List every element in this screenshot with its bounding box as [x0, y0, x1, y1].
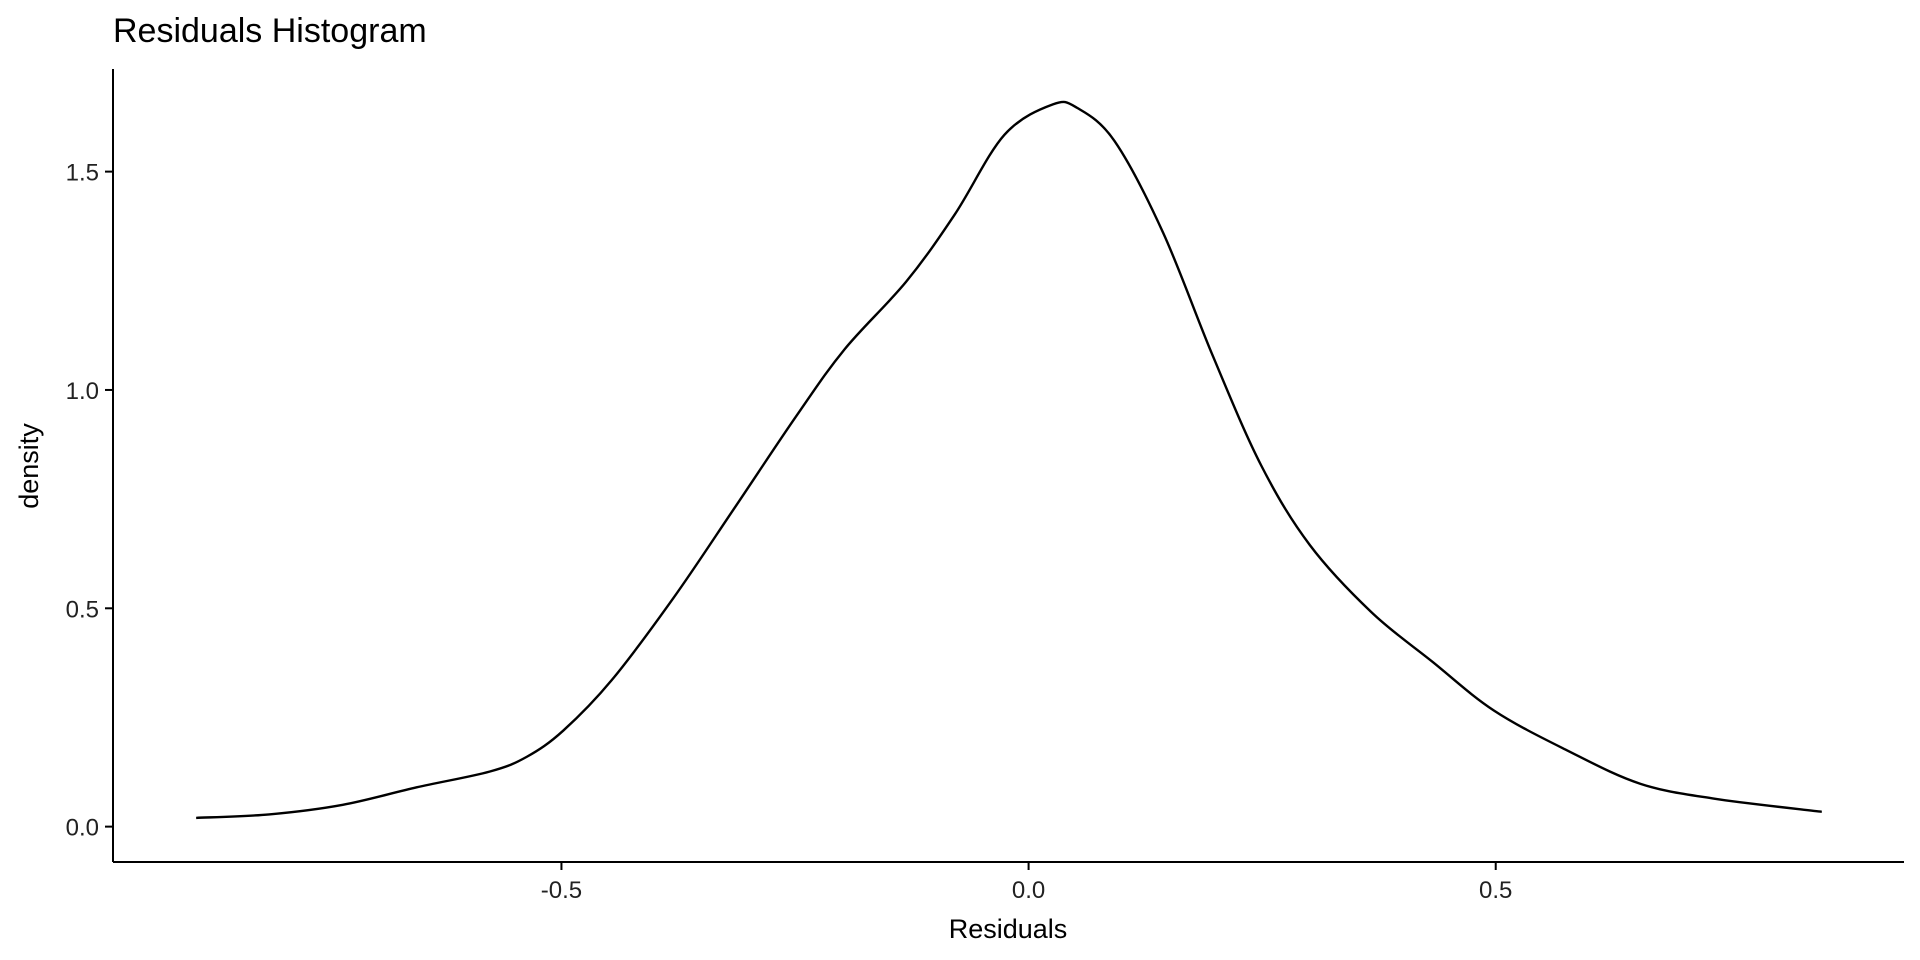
x-axis-label: Residuals — [949, 914, 1068, 944]
x-tick-label: 0.5 — [1479, 877, 1512, 904]
y-tick-label: 0.5 — [66, 596, 99, 623]
x-tick-label: -0.5 — [541, 877, 582, 904]
y-axis-label: density — [14, 423, 44, 509]
y-tick-label: 0.0 — [66, 815, 99, 842]
y-tick-label: 1.5 — [66, 160, 99, 187]
density-line — [196, 100, 1822, 820]
y-tick-label: 1.0 — [66, 378, 99, 405]
chart-title: Residuals Histogram — [113, 12, 427, 50]
x-tick-label: 0.0 — [1012, 877, 1045, 904]
